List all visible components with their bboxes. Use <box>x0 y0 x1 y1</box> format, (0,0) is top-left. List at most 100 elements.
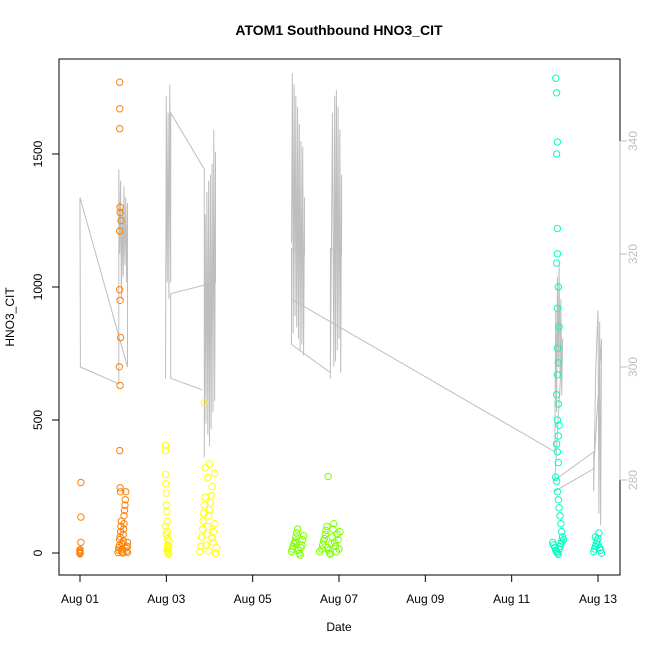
flight-4-point <box>553 138 562 146</box>
flight-4-point <box>591 533 600 541</box>
flight-4-point <box>552 89 561 97</box>
x-tick-label: Aug 07 <box>320 592 358 606</box>
flight-4-point <box>554 359 562 367</box>
flight-2-point <box>163 517 171 525</box>
flight-1-point <box>116 296 124 304</box>
flight-4-point <box>559 536 568 544</box>
x-tick-label: Aug 11 <box>493 592 530 606</box>
y-tick-label: 500 <box>31 410 45 430</box>
flight-2-point <box>211 520 219 528</box>
flight-3-point <box>323 522 331 531</box>
flight-2-point <box>162 522 170 531</box>
flight-1-point <box>115 363 124 371</box>
flight-2-point <box>206 498 215 507</box>
x-tick-label: Aug 13 <box>579 592 617 606</box>
flight-4-point <box>554 550 562 558</box>
flight-3-point <box>299 532 308 540</box>
flight-2-point <box>208 534 216 543</box>
y2-tick-label: 280 <box>626 470 640 490</box>
flight-1-point <box>116 536 124 544</box>
flight-1-point <box>121 501 129 509</box>
flight-1-point <box>120 512 128 520</box>
flight-3-point <box>330 520 338 528</box>
flight-1-point <box>118 548 126 556</box>
flight-3-point <box>293 529 301 537</box>
flight-4-point <box>555 504 563 512</box>
secondary-line-series <box>79 73 602 526</box>
secondary-line-segment-1 <box>165 84 216 458</box>
flight-1-point <box>122 488 130 496</box>
flight-1-point <box>117 216 125 225</box>
flight-3-point <box>324 472 332 481</box>
flight-4-point <box>554 496 562 504</box>
y2-tick-label: 300 <box>626 357 640 377</box>
secondary-line-segment-0 <box>79 169 128 385</box>
y2-axis: 280 300 320 340 <box>619 131 640 490</box>
flight-1-point <box>120 506 129 515</box>
flight-1-point <box>76 550 84 558</box>
flight-4-point <box>552 150 561 158</box>
flight-2-point <box>161 470 170 479</box>
y-axis-label: HNO3_CIT <box>3 287 17 347</box>
flight-3-point <box>336 528 344 536</box>
flight-3-point <box>291 537 299 545</box>
flight-2-point <box>197 542 205 551</box>
flight-4-point <box>552 259 561 267</box>
flight-2-point <box>200 501 209 509</box>
flight-3-point <box>296 551 304 559</box>
flight-4-point <box>554 432 562 440</box>
flight-4-point <box>558 528 566 536</box>
flight-3-point <box>326 550 335 558</box>
scatter-points <box>76 74 606 559</box>
flight-4-point <box>594 541 602 549</box>
flight-3-point <box>293 525 302 533</box>
flight-4-point <box>554 283 562 291</box>
flight-2-point <box>161 441 170 449</box>
flight-2-point <box>212 544 221 552</box>
flight-1-point <box>119 530 127 539</box>
flight-4-point <box>553 250 562 258</box>
flight-1-point <box>77 513 85 521</box>
flight-2-point <box>163 508 171 516</box>
flight-1-point <box>77 538 85 547</box>
flight-2-point <box>201 464 209 472</box>
flight-1-point <box>116 125 124 133</box>
flight-2-point <box>162 501 171 509</box>
y2-tick-label: 340 <box>626 131 640 151</box>
flight-1-point <box>123 548 132 557</box>
flight-4-point <box>556 512 564 520</box>
flight-1-point <box>77 478 85 487</box>
flight-1-point <box>116 381 124 390</box>
x-tick-label: Aug 05 <box>234 592 272 606</box>
flight-4-point <box>553 416 562 424</box>
flight-1-point <box>116 203 124 211</box>
flight-4-point <box>554 400 562 408</box>
flight-2-point <box>204 522 212 531</box>
flight-1-point <box>120 520 128 528</box>
flight-1-point <box>119 549 127 557</box>
flight-1-point <box>116 208 124 217</box>
flight-2-point <box>162 489 171 497</box>
flight-1-point <box>122 547 131 555</box>
flight-2-point <box>208 482 216 491</box>
flight-4-point <box>552 477 561 485</box>
flight-4-point <box>553 344 562 352</box>
flight-1-point <box>121 496 130 504</box>
flight-2-point <box>211 469 219 477</box>
flight-4-point <box>552 391 561 399</box>
flight-1-point <box>122 544 130 552</box>
flight-1-point <box>116 484 124 492</box>
chart-title: ATOM1 Southbound HNO3_CIT <box>235 22 443 38</box>
flight-3-point <box>335 545 343 553</box>
flight-1-point <box>116 78 124 86</box>
flight-3-point <box>322 526 330 535</box>
flight-2-point <box>165 537 173 545</box>
y-tick-label: 1500 <box>31 140 45 167</box>
flight-1-point <box>76 546 84 554</box>
secondary-line-segment-3 <box>291 265 602 526</box>
flight-4-point <box>553 448 562 456</box>
flight-2-point <box>204 512 213 520</box>
flight-3-point <box>329 525 337 533</box>
flight-1-point <box>116 488 125 496</box>
y-tick-label: 0 <box>31 549 45 556</box>
